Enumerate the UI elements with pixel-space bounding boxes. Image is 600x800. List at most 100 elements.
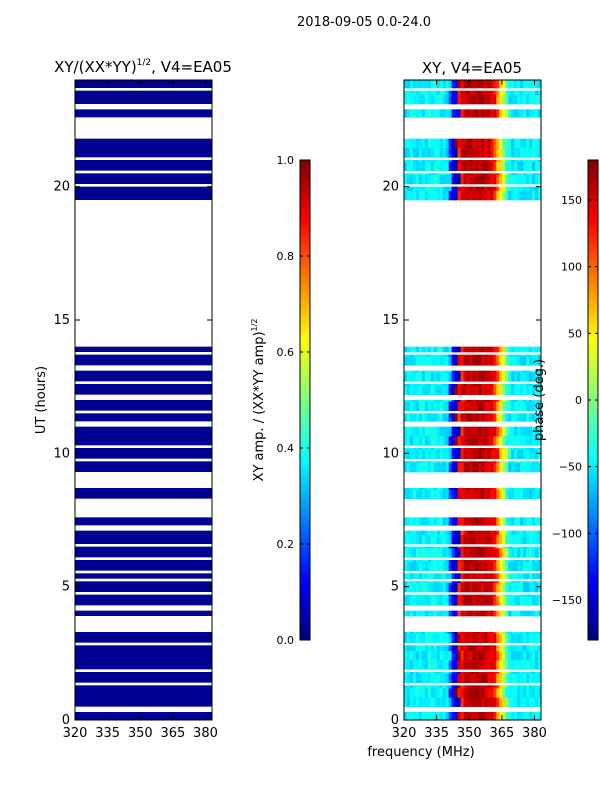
- phase-cell: [520, 190, 524, 201]
- phase-cell: [451, 610, 456, 617]
- phase-cell: [472, 712, 476, 720]
- phase-cell: [418, 546, 423, 549]
- phase-cell: [412, 356, 417, 366]
- phase-cell: [463, 413, 467, 422]
- phase-cell: [421, 354, 426, 357]
- phase-cell: [421, 489, 426, 499]
- y-tick-label: 0: [391, 713, 399, 728]
- phase-cell: [439, 489, 444, 499]
- phase-cell: [424, 673, 429, 683]
- phase-cell: [523, 633, 527, 643]
- phase-cell: [490, 138, 494, 149]
- phase-cell: [511, 190, 515, 201]
- phase-cell: [457, 138, 461, 149]
- phase-cell: [454, 632, 459, 634]
- phase-cell: [454, 610, 459, 617]
- phase-cell: [445, 448, 450, 450]
- phase-cell: [499, 174, 503, 185]
- phase-cell: [508, 610, 512, 617]
- phase-cell: [538, 160, 541, 162]
- phase-cell: [535, 138, 539, 149]
- phase-cell: [514, 161, 518, 171]
- phase-cell: [418, 384, 423, 386]
- phase-cell: [418, 138, 423, 149]
- phase-cell: [514, 448, 518, 450]
- colorbar-tick-label: 150: [561, 194, 582, 207]
- phase-cell: [532, 161, 536, 171]
- phase-cell: [404, 190, 408, 201]
- phase-cell: [454, 517, 459, 526]
- phase-cell: [481, 384, 485, 386]
- phase-cell: [463, 109, 467, 118]
- phase-cell: [526, 384, 530, 386]
- phase-cell: [520, 186, 524, 191]
- phase-cell: [421, 685, 426, 689]
- phase-cell: [415, 610, 420, 617]
- phase-cell: [404, 161, 408, 171]
- phase-cell: [409, 426, 414, 437]
- phase-cell: [424, 461, 429, 463]
- phase-cell: [508, 688, 512, 698]
- phase-cell: [439, 462, 444, 473]
- phase-cell: [418, 372, 423, 382]
- phase-cell: [481, 660, 485, 670]
- phase-cell: [457, 594, 461, 597]
- phase-cell: [424, 462, 429, 473]
- phase-cell: [535, 594, 539, 597]
- phase-cell: [478, 462, 482, 473]
- phase-cell: [436, 673, 441, 683]
- phase-cell: [469, 384, 473, 386]
- phase-cell: [463, 161, 467, 171]
- phase-cell: [424, 173, 429, 175]
- phase-cell: [457, 354, 461, 357]
- phase-cell: [523, 660, 527, 670]
- phase-cell: [439, 560, 444, 562]
- phase-cell: [454, 448, 459, 450]
- phase-cell: [487, 401, 491, 411]
- phase-cell: [424, 385, 429, 395]
- phase-cell: [535, 190, 539, 201]
- phase-cell: [502, 426, 506, 437]
- phase-cell: [532, 354, 536, 357]
- phase-cell: [478, 384, 482, 386]
- phase-cell: [502, 449, 506, 459]
- phase-cell: [406, 517, 411, 526]
- phase-cell: [424, 489, 429, 499]
- phase-cell: [457, 372, 461, 382]
- phase-cell: [481, 685, 485, 689]
- phase-cell: [463, 160, 467, 162]
- phase-cell: [481, 517, 485, 526]
- phase-cell: [523, 372, 527, 382]
- phase-cell: [526, 660, 530, 670]
- phase-cell: [499, 581, 503, 583]
- phase-cell: [499, 354, 503, 357]
- phase-colorbar-label: phase (deg.): [532, 359, 547, 441]
- phase-cell: [514, 94, 518, 105]
- phase-cell: [466, 372, 470, 382]
- phase-cell: [478, 594, 482, 597]
- phase-cell: [463, 561, 467, 571]
- phase-cell: [517, 561, 521, 571]
- phase-cell: [427, 401, 432, 411]
- phase-cell: [532, 385, 536, 395]
- phase-cell: [448, 413, 453, 422]
- phase-cell: [499, 697, 503, 707]
- phase-cell: [505, 449, 509, 459]
- phase-cell: [409, 109, 414, 118]
- phase-cell: [475, 173, 479, 175]
- phase-cell: [421, 582, 426, 593]
- phase-cell: [490, 546, 494, 549]
- phase-cell: [508, 356, 512, 366]
- phase-cell: [448, 660, 453, 670]
- phase-cell: [442, 160, 447, 162]
- phase-cell: [418, 109, 423, 118]
- phase-cell: [526, 148, 530, 158]
- phase-cell: [478, 449, 482, 459]
- phase-cell: [475, 688, 479, 698]
- phase-cell: [418, 548, 423, 558]
- phase-cell: [427, 436, 432, 446]
- phase-cell: [475, 685, 479, 689]
- phase-cell: [460, 161, 464, 171]
- phase-cell: [511, 548, 515, 558]
- amplitude-band: [75, 426, 212, 446]
